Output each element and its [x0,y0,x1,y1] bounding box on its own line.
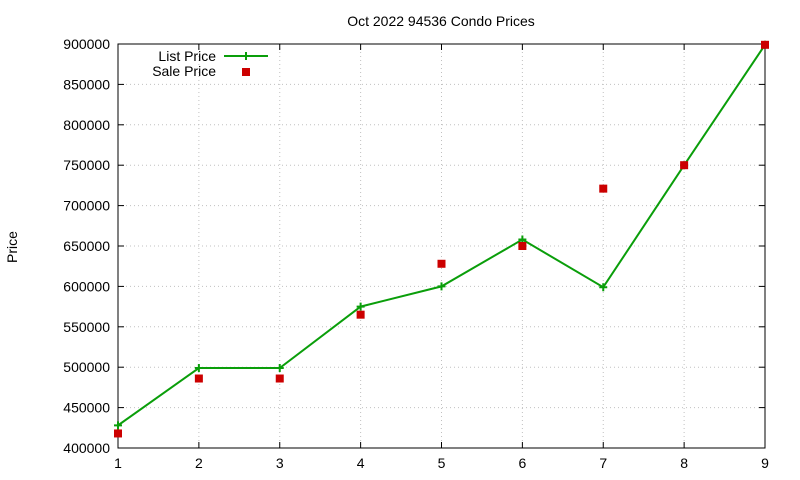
x-tick-label: 3 [276,455,284,471]
data-point-list-price [356,302,365,311]
y-tick-label: 550000 [63,319,110,335]
y-tick-label: 750000 [63,157,110,173]
legend-label-sale-price: Sale Price [152,63,216,79]
axis-ticks: 400000 450000 500000 550000 600000 650000 7000… [63,36,769,471]
y-tick-label: 900000 [63,36,110,52]
chart-title: Oct 2022 94536 Condo Prices [347,13,535,29]
y-tick-label: 400000 [63,440,110,456]
legend-marker-sale-price [242,68,250,76]
x-tick-label: 8 [680,455,688,471]
data-point-sale-price [114,429,122,438]
data-point-list-price [275,364,284,373]
data-point-list-price [437,282,446,291]
data-point-sale-price [680,161,689,170]
data-point-list-price [194,364,203,373]
data-point-sale-price [275,374,284,383]
legend-label-list-price: List Price [158,48,216,64]
grid [118,44,765,448]
x-tick-label: 5 [438,455,446,471]
legend-marker-list-price [242,52,250,60]
y-axis-label: Price [4,231,20,263]
data-point-sale-price [194,374,203,383]
data-point-sale-price [437,259,446,268]
series [114,40,769,438]
y-tick-label: 800000 [63,117,110,133]
data-point-sale-price [518,242,527,250]
data-point-sale-price [356,310,365,319]
x-tick-label: 9 [761,455,769,471]
y-tick-label: 700000 [63,198,110,214]
x-tick-label: 6 [518,455,526,471]
y-tick-label: 650000 [63,238,110,254]
x-tick-label: 1 [114,455,122,471]
y-tick-label: 450000 [63,400,110,416]
x-tick-label: 2 [195,455,203,471]
data-point-sale-price [761,40,769,49]
x-tick-label: 7 [599,455,607,471]
data-point-list-price [114,421,122,430]
x-tick-label: 4 [357,455,365,471]
y-tick-label: 600000 [63,278,110,294]
data-point-sale-price [599,184,608,193]
y-tick-label: 850000 [63,76,110,92]
legend: List Price Sale Price [152,48,268,79]
data-point-list-price [599,283,608,292]
y-tick-label: 500000 [63,359,110,375]
